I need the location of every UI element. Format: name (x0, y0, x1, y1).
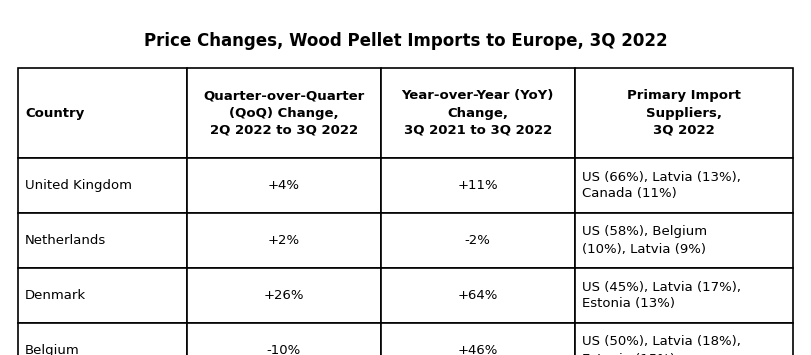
Bar (18, 268, 187, 323)
Text: US (66%), Latvia (13%),
Canada (11%): US (66%), Latvia (13%), Canada (11%) (581, 170, 740, 201)
Bar (574, 213, 793, 268)
Text: +4%: +4% (268, 179, 300, 192)
Bar (18, 68, 187, 158)
Bar (18, 158, 187, 213)
Text: Country: Country (25, 106, 84, 120)
Text: -10%: -10% (267, 344, 301, 355)
Text: Quarter-over-Quarter
(QoQ) Change,
2Q 2022 to 3Q 2022: Quarter-over-Quarter (QoQ) Change, 2Q 20… (204, 89, 364, 137)
Text: -2%: -2% (465, 234, 491, 247)
Bar (574, 158, 793, 213)
Text: Primary Import
Suppliers,
3Q 2022: Primary Import Suppliers, 3Q 2022 (627, 89, 740, 137)
Bar (381, 68, 574, 158)
Text: +2%: +2% (268, 234, 300, 247)
Text: +11%: +11% (457, 179, 498, 192)
Bar (381, 213, 574, 268)
Text: US (45%), Latvia (17%),
Estonia (13%): US (45%), Latvia (17%), Estonia (13%) (581, 280, 740, 311)
Text: Year-over-Year (YoY)
Change,
3Q 2021 to 3Q 2022: Year-over-Year (YoY) Change, 3Q 2021 to … (401, 89, 554, 137)
Bar (381, 323, 574, 355)
Bar (187, 268, 381, 323)
Text: +64%: +64% (457, 289, 498, 302)
Text: Price Changes, Wood Pellet Imports to Europe, 3Q 2022: Price Changes, Wood Pellet Imports to Eu… (144, 32, 667, 50)
Text: Belgium: Belgium (25, 344, 79, 355)
Bar (18, 213, 187, 268)
Bar (574, 68, 793, 158)
Bar (187, 68, 381, 158)
Text: +46%: +46% (457, 344, 498, 355)
Bar (574, 268, 793, 323)
Bar (381, 268, 574, 323)
Text: Netherlands: Netherlands (25, 234, 106, 247)
Text: Denmark: Denmark (25, 289, 86, 302)
Bar (187, 158, 381, 213)
Text: United Kingdom: United Kingdom (25, 179, 132, 192)
Bar (381, 158, 574, 213)
Bar (187, 213, 381, 268)
Bar (18, 323, 187, 355)
Bar (187, 323, 381, 355)
Text: US (58%), Belgium
(10%), Latvia (9%): US (58%), Belgium (10%), Latvia (9%) (581, 225, 706, 256)
Bar (574, 323, 793, 355)
Text: US (50%), Latvia (18%),
Estonia (15%): US (50%), Latvia (18%), Estonia (15%) (581, 335, 740, 355)
Text: +26%: +26% (264, 289, 304, 302)
